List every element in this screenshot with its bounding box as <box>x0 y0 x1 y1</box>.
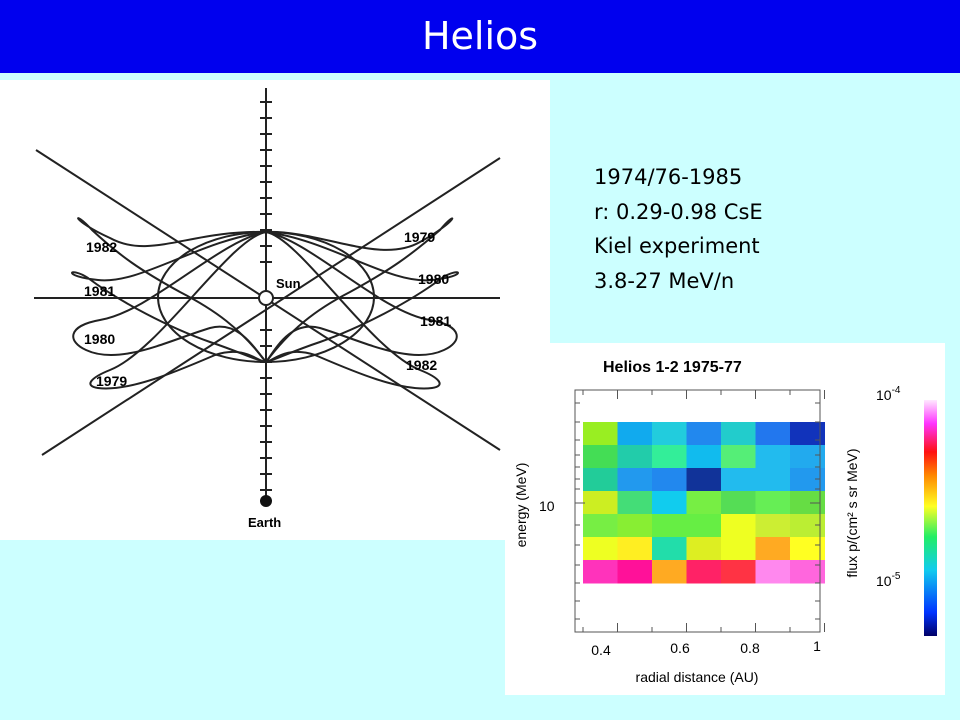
info-experiment: Kiel experiment <box>594 234 760 258</box>
orbit-diagram: Sun Earth 1982 1981 1980 1979 1979 1980 … <box>34 88 501 530</box>
heatmap-cell <box>583 514 618 538</box>
heatmap-cell <box>721 422 756 446</box>
colorbar <box>924 400 937 636</box>
title-bar <box>0 0 960 73</box>
heatmap-cell <box>790 560 825 584</box>
left-loop-label: 1981 <box>84 283 115 299</box>
heatmap-cell <box>583 422 618 446</box>
heatmap-cell <box>755 514 791 538</box>
mission-info: 1974/76-1985 r: 0.29-0.98 CsE Kiel exper… <box>594 160 763 298</box>
orbit-path-1982 <box>77 217 267 363</box>
right-loop-label: 1980 <box>418 271 449 287</box>
heatmap-cell <box>721 445 756 469</box>
heatmap-cell <box>652 560 687 584</box>
heatmap-cell <box>755 560 791 584</box>
heatmap-cell <box>686 514 722 538</box>
info-period: 1974/76-1985 <box>594 165 743 189</box>
heatmap-cell <box>583 537 618 561</box>
heatmap-cell <box>721 560 756 584</box>
heatmap-cell <box>583 468 618 492</box>
heatmap-cell <box>686 468 722 492</box>
left-loop-label: 1982 <box>86 239 117 255</box>
earth-label: Earth <box>248 515 281 530</box>
orbit-path-1980-right <box>265 231 459 363</box>
info-radius: r: 0.29-0.98 CsE <box>594 199 763 224</box>
left-loop-label: 1979 <box>96 373 127 389</box>
heatmap-cell <box>617 468 653 492</box>
heatmap-cell <box>686 491 722 515</box>
heatmap-cell <box>617 560 653 584</box>
heatmap-cells <box>583 422 825 584</box>
heatmap-chart: Helios 1-2 1975-77 0.4 0.6 0.8 1 10 radi… <box>513 359 937 685</box>
colorbar-tick-top: 10-4 <box>876 385 901 403</box>
heatmap-cell <box>721 514 756 538</box>
heatmap-cell <box>721 468 756 492</box>
x-tick-label: 0.6 <box>670 640 690 656</box>
diagonal-line-b <box>41 157 501 456</box>
sun-marker <box>258 290 274 306</box>
heatmap-chart-panel: Helios 1-2 1975-77 0.4 0.6 0.8 1 10 radi… <box>505 343 945 695</box>
sun-label: Sun <box>276 276 301 291</box>
colorbar-tick-bottom: 10-5 <box>876 571 901 589</box>
orbit-path-1979-right <box>265 217 454 363</box>
right-loop-label: 1981 <box>420 313 451 329</box>
tick-marks <box>575 390 825 632</box>
heatmap-cell <box>755 491 791 515</box>
left-loop-label: 1980 <box>84 331 115 347</box>
heatmap-cell <box>617 422 653 446</box>
chart-title: Helios 1-2 1975-77 <box>603 359 742 376</box>
orbit-path-1981 <box>71 231 267 363</box>
x-tick-label: 1 <box>813 638 821 654</box>
orbit-path-1981-right <box>265 231 458 363</box>
axis-ticks <box>260 101 272 491</box>
heatmap-cell <box>652 422 687 446</box>
info-energy: 3.8-27 MeV/n <box>594 268 735 293</box>
orbit-path-1979 <box>89 231 267 390</box>
heatmap-cell <box>652 537 687 561</box>
earth-marker <box>260 495 272 507</box>
heatmap-cell <box>617 491 653 515</box>
heatmap-cell <box>583 445 618 469</box>
heatmap-cell <box>583 560 618 584</box>
heatmap-cell <box>790 537 825 561</box>
x-axis-label: radial distance (AU) <box>636 669 759 685</box>
heatmap-cell <box>617 445 653 469</box>
heatmap-cell <box>755 468 791 492</box>
heatmap-cell <box>755 445 791 469</box>
y-tick-label: 10 <box>539 498 555 514</box>
heatmap-cell <box>652 445 687 469</box>
heatmap-cell <box>721 491 756 515</box>
orbit-path-1982-right <box>265 231 441 390</box>
heatmap-cell <box>790 491 825 515</box>
heatmap-cell <box>652 468 687 492</box>
right-loop-label: 1982 <box>406 357 437 373</box>
heatmap-cell <box>790 445 825 469</box>
heatmap-cell <box>790 514 825 538</box>
orbit-diagram-panel: Sun Earth 1982 1981 1980 1979 1979 1980 … <box>0 80 550 540</box>
heatmap-cell <box>755 422 791 446</box>
heatmap-cell <box>617 514 653 538</box>
right-loop-label: 1979 <box>404 229 435 245</box>
heatmap-cell <box>721 537 756 561</box>
heatmap-cell <box>617 537 653 561</box>
heatmap-cell <box>686 537 722 561</box>
orbit-path-1980 <box>72 231 267 363</box>
x-tick-label: 0.8 <box>740 640 760 656</box>
x-tick-label: 0.4 <box>591 642 611 658</box>
heatmap-cell <box>790 468 825 492</box>
heatmap-cell <box>755 537 791 561</box>
plot-frame <box>574 389 821 633</box>
heatmap-cell <box>583 491 618 515</box>
heatmap-cell <box>652 514 687 538</box>
heatmap-cell <box>686 422 722 446</box>
heatmap-cell <box>652 491 687 515</box>
slide-title: Helios <box>421 14 539 58</box>
heatmap-cell <box>686 560 722 584</box>
heatmap-cell <box>686 445 722 469</box>
y-axis-label: energy (MeV) <box>513 463 529 548</box>
colorbar-label: flux p/(cm² s sr MeV) <box>844 448 860 577</box>
